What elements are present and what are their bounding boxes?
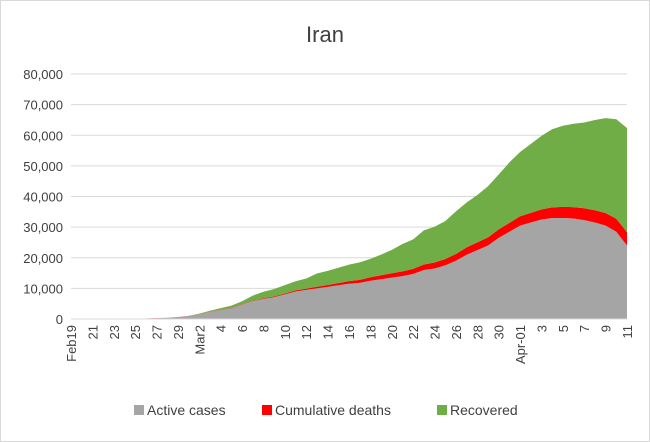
legend: Active cases Cumulative deaths Recovered — [134, 402, 518, 418]
x-tick-label: 30 — [492, 325, 507, 339]
area-recovered — [71, 118, 627, 319]
x-tick-label: 6 — [235, 325, 250, 332]
x-tick-label: 8 — [256, 325, 271, 332]
x-tick-label: 11 — [620, 325, 635, 339]
y-tick-label: 70,000 — [23, 98, 63, 113]
x-tick-label: 9 — [599, 325, 614, 332]
x-tick-label: 23 — [107, 325, 122, 339]
legend-swatch-recovered — [437, 405, 447, 415]
x-tick-label: 14 — [321, 325, 336, 339]
x-tick-label: 29 — [171, 325, 186, 339]
x-tick-label: 10 — [278, 325, 293, 339]
x-tick-label: Feb19 — [64, 325, 79, 362]
x-tick-label: 28 — [470, 325, 485, 339]
x-tick-label: 12 — [299, 325, 314, 339]
y-tick-labels: 0 10,000 20,000 30,000 40,000 50,000 60,000 70,… — [23, 67, 63, 327]
y-tick-label: 50,000 — [23, 159, 63, 174]
legend-label-cumulative-deaths: Cumulative deaths — [275, 402, 391, 418]
x-tick-label: 7 — [577, 325, 592, 332]
gridlines — [71, 73, 627, 289]
x-tick-label: 27 — [150, 325, 165, 339]
stacked-areas — [71, 118, 627, 319]
legend-label-active-cases: Active cases — [147, 402, 226, 418]
y-tick-label: 20,000 — [23, 251, 63, 266]
legend-swatch-cumulative-deaths — [262, 405, 272, 415]
x-tick-label: 21 — [85, 325, 100, 339]
x-tick-label: 3 — [534, 325, 549, 332]
y-tick-label: 80,000 — [23, 67, 63, 82]
legend-swatch-active-cases — [134, 405, 144, 415]
x-tick-label: 24 — [428, 325, 443, 339]
x-tick-label: Mar2 — [192, 325, 207, 355]
x-tick-label: 4 — [214, 325, 229, 332]
x-tick-labels: Feb19 21 23 25 27 29 Mar2 4 6 8 10 12 14 16 18 20 22 24 26… — [64, 325, 635, 364]
area-cumulative-deaths — [71, 206, 627, 319]
x-tick-label: 22 — [406, 325, 421, 339]
y-tick-label: 40,000 — [23, 190, 63, 205]
x-tick-label: 5 — [556, 325, 571, 332]
x-tick-label: Apr-01 — [513, 325, 528, 364]
chart-title: Iran — [306, 22, 344, 47]
x-tick-label: 20 — [385, 325, 400, 339]
y-tick-label: 60,000 — [23, 128, 63, 143]
y-tick-label: 30,000 — [23, 220, 63, 235]
x-tick-label: 26 — [449, 325, 464, 339]
x-tick-label: 16 — [342, 325, 357, 339]
x-tick-label: 25 — [128, 325, 143, 339]
x-tick-label: 18 — [363, 325, 378, 339]
y-tick-label: 10,000 — [23, 281, 63, 296]
y-tick-label: 0 — [56, 312, 63, 327]
area-active-cases — [71, 217, 627, 319]
legend-label-recovered: Recovered — [450, 402, 518, 418]
